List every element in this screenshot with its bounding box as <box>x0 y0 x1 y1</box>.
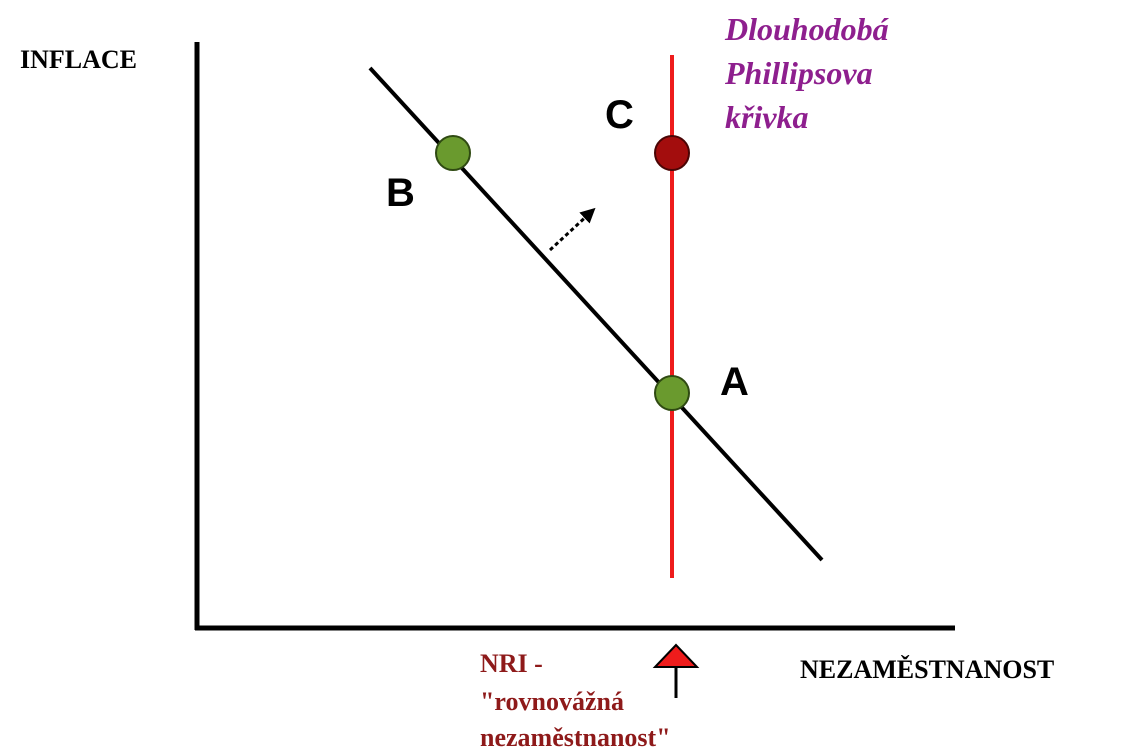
point-label: C <box>605 93 634 137</box>
nri-label: nezaměstnanost" <box>480 723 671 752</box>
shift-arrow <box>548 207 596 252</box>
point-label: A <box>720 360 749 404</box>
short-run-curve <box>368 66 824 562</box>
point-c <box>654 135 690 171</box>
point-label: B <box>386 171 415 215</box>
point-b <box>435 135 471 171</box>
curve-label: Dlouhodobá <box>724 11 890 47</box>
nri-label: "rovnovážná <box>480 687 624 716</box>
curve-label: Phillipsova <box>724 55 873 91</box>
x-axis-label: NEZAMĚSTNANOST <box>800 655 1054 684</box>
curve-label: křivka <box>725 99 809 135</box>
y-axis-label: INFLACE <box>20 45 137 74</box>
point-a <box>654 375 690 411</box>
nri-label: NRI - <box>480 649 543 678</box>
nri-marker <box>652 643 700 668</box>
